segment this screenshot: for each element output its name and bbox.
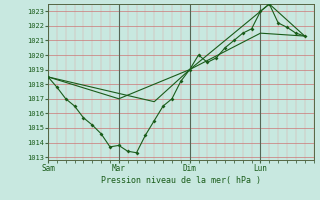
X-axis label: Pression niveau de la mer( hPa ): Pression niveau de la mer( hPa ) <box>101 176 261 185</box>
